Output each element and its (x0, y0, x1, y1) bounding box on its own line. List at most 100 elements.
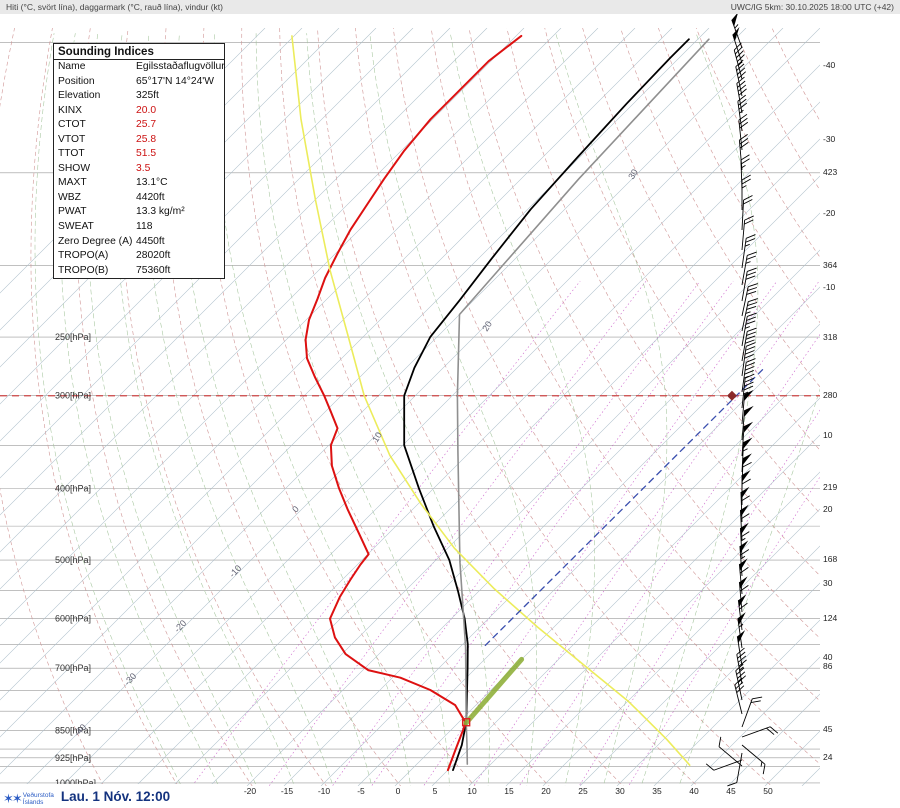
bottom-temp-label: -15 (281, 786, 294, 796)
right-axis-label: -10 (823, 282, 836, 292)
dry-adiabat (430, 28, 820, 702)
indices-row: PWAT 13.3 kg/m² (54, 205, 224, 220)
index-label: TTOT (58, 148, 85, 160)
dry-adiabat (30, 28, 179, 786)
index-label: TROPO(A) (58, 250, 109, 262)
isotherm (172, 138, 820, 786)
isotherm (0, 28, 636, 664)
index-value: 13.1°C (136, 177, 168, 189)
isotherm (98, 64, 820, 786)
right-axis-label: 86 (823, 661, 833, 671)
index-label: SWEAT (58, 221, 94, 233)
index-value: 118 (136, 221, 153, 233)
isotherm (801, 767, 820, 786)
vedurstofa-logo: ✶✶ Veðurstofa Íslands (0, 792, 54, 808)
sounding-curves (0, 34, 820, 772)
right-axis-label: 20 (823, 504, 833, 514)
dry-adiabat (241, 28, 550, 786)
index-value: 51.5 (136, 148, 157, 160)
isotherm (0, 28, 488, 516)
isotherm (209, 175, 820, 786)
indices-row: Zero Degree (A) 4450ft (54, 235, 224, 250)
moist-adiabat (144, 33, 334, 786)
isopleth-label: 0 (290, 504, 301, 514)
index-label: WBZ (58, 191, 81, 203)
index-label: VTOT (58, 133, 86, 145)
indices-row: VTOT 25.8 (54, 133, 224, 148)
moist-adiabat (213, 33, 411, 786)
dry-adiabat (733, 28, 820, 191)
indices-row: SHOW 3.5 (54, 162, 224, 177)
index-label: Name (58, 61, 86, 72)
indices-row: TROPO(A) 28020ft (54, 249, 224, 264)
dry-adiabat (468, 28, 820, 639)
isotherm (0, 28, 377, 405)
index-value: 3.5 (136, 162, 151, 174)
bottom-temp-label: -20 (244, 786, 257, 796)
dry-adiabat (658, 28, 820, 324)
indices-rows: Name Egilsstaðaflugvöllur Position 65°17'N … (54, 60, 225, 279)
mixing-ratio-line (578, 409, 820, 786)
model-run-text: UWC/IG 5km: 30.10.2025 18:00 UTC (+42) (730, 2, 894, 12)
isotherm (0, 28, 599, 627)
pressure-label: 850[hPa] (55, 726, 91, 736)
indices-row: MAXT 13.1°C (54, 176, 224, 191)
moist-adiabat (555, 33, 668, 786)
mixing-ratio-line (473, 280, 820, 786)
tropopause-marker (726, 390, 737, 401)
indices-row: WBZ 4420ft (54, 191, 224, 206)
mixing-ratio-line (628, 476, 820, 786)
mixing-ratio-line (191, 280, 581, 786)
isotherm (468, 434, 820, 786)
dry-adiabat (119, 28, 327, 786)
isotherm (357, 323, 820, 786)
moist-adiabat (369, 33, 537, 786)
right-axis-label: 219 (823, 482, 837, 492)
snowflake-logo-icon: ✶✶ (3, 791, 23, 807)
dry-adiabat (695, 28, 820, 258)
isotherm (505, 471, 820, 786)
index-value: 25.7 (136, 119, 157, 131)
dry-adiabat (506, 28, 820, 577)
indices-row: Position 65°17'N 14°24'W (54, 75, 224, 90)
dry-adiabat (392, 28, 820, 765)
index-value: Egilsstaðaflugvöllur (136, 61, 225, 72)
mixing-ratio-line (268, 280, 647, 786)
moist-adiabat (114, 33, 295, 786)
isopleth-label: 10 (370, 430, 384, 444)
isotherm (579, 545, 820, 786)
bottom-temp-label: 25 (578, 786, 588, 796)
isopleth-label: 30 (626, 167, 640, 181)
valid-time-label: Lau. 1 Nóv. 12:00 (60, 789, 171, 804)
bottom-temp-label: -10 (318, 786, 331, 796)
isotherm (61, 28, 820, 786)
right-axis-label: -20 (823, 208, 836, 218)
isotherm (283, 249, 820, 786)
logo-text: Veðurstofa Íslands (23, 792, 54, 806)
index-value: 28020ft (136, 250, 171, 262)
bottom-temp-label: 15 (504, 786, 514, 796)
isopleth-label: -30 (122, 671, 138, 687)
index-label: PWAT (58, 206, 87, 218)
right-axis-label: 10 (823, 430, 833, 440)
dewpoint-curve (304, 34, 523, 772)
isotherm (653, 619, 820, 786)
wind-barbs (705, 12, 779, 787)
index-value: 75360ft (136, 264, 171, 276)
bottom-temp-label: 0 (396, 786, 401, 796)
right-axis-label: 24 (823, 752, 833, 762)
pressure-label: 400[hPa] (55, 483, 91, 493)
pressure-label: 600[hPa] (55, 614, 91, 624)
dry-adiabat (771, 28, 820, 122)
top-info-bar: Hiti (°C, svört lína), daggarmark (°C, r… (0, 0, 900, 14)
pressure-label: 1000[hPa] (55, 778, 96, 788)
bottom-temp-label: -5 (357, 786, 365, 796)
index-label: CTOT (58, 119, 86, 131)
bottom-temp-label: 40 (689, 786, 699, 796)
moist-adiabat (176, 33, 373, 786)
dry-adiabat (620, 28, 820, 388)
axis-labels: 250[hPa] 300[hPa] 400[hPa] 500[hPa] 600[hPa]… (55, 60, 837, 796)
lcl-marker (461, 718, 471, 727)
isotherm (542, 508, 820, 786)
indices-row: TROPO(B) 75360ft (54, 264, 224, 279)
